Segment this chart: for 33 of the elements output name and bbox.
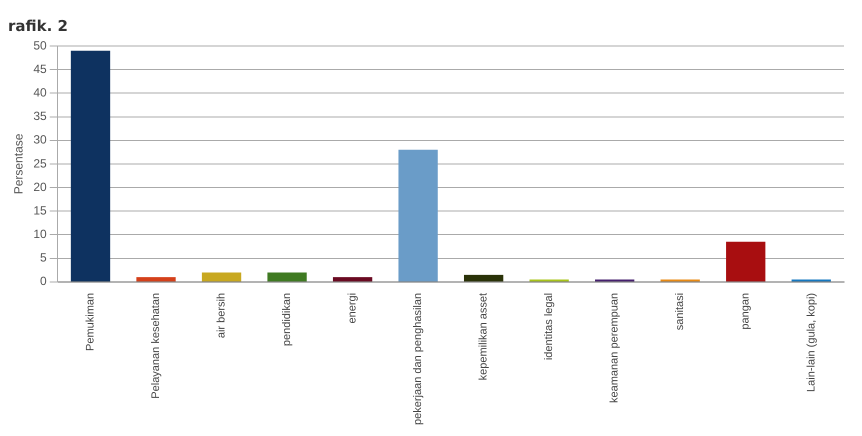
bar: [267, 272, 307, 282]
y-tick-label: 10: [33, 227, 48, 242]
y-tick-label: 30: [33, 132, 48, 147]
x-tick-label: keamanan perempuan: [608, 292, 621, 403]
bar: [202, 272, 242, 282]
bar: [398, 150, 438, 282]
y-tick-label: 40: [33, 85, 48, 100]
y-tick-label: 15: [33, 203, 48, 218]
x-tick-label: identitas legal: [543, 292, 556, 360]
x-tick-label: kepemilikan asset: [478, 292, 490, 380]
y-tick-label: 0: [40, 274, 48, 288]
x-tick-label: Lain-lain (gula, kopi): [805, 292, 818, 392]
y-axis-title: Persentase: [12, 133, 26, 194]
x-tick-label: pangan: [740, 292, 752, 330]
chart-title: rafik. 2: [8, 16, 68, 35]
y-tick-label: 20: [33, 180, 48, 194]
y-tick-label: 25: [33, 156, 48, 170]
x-tick-label: air bersih: [216, 292, 228, 338]
x-tick-label: sanitasi: [674, 292, 686, 330]
y-tick-label: 50: [33, 38, 48, 52]
y-tick-label: 45: [33, 62, 48, 76]
x-tick-label: energi: [346, 292, 359, 324]
x-tick-label: pendidikan: [281, 292, 294, 346]
bar: [332, 277, 372, 282]
x-tick-label: Pemukiman: [84, 292, 97, 351]
y-tick-label: 5: [40, 250, 48, 265]
bar: [464, 274, 504, 282]
bar: [70, 50, 110, 282]
bar: [726, 242, 766, 282]
x-tick-label: pekerjaan dan penghasilan: [412, 292, 424, 425]
bar: [136, 277, 176, 282]
y-tick-label: 35: [33, 109, 48, 124]
x-tick-label: Pelayanan kesehatan: [150, 292, 162, 399]
